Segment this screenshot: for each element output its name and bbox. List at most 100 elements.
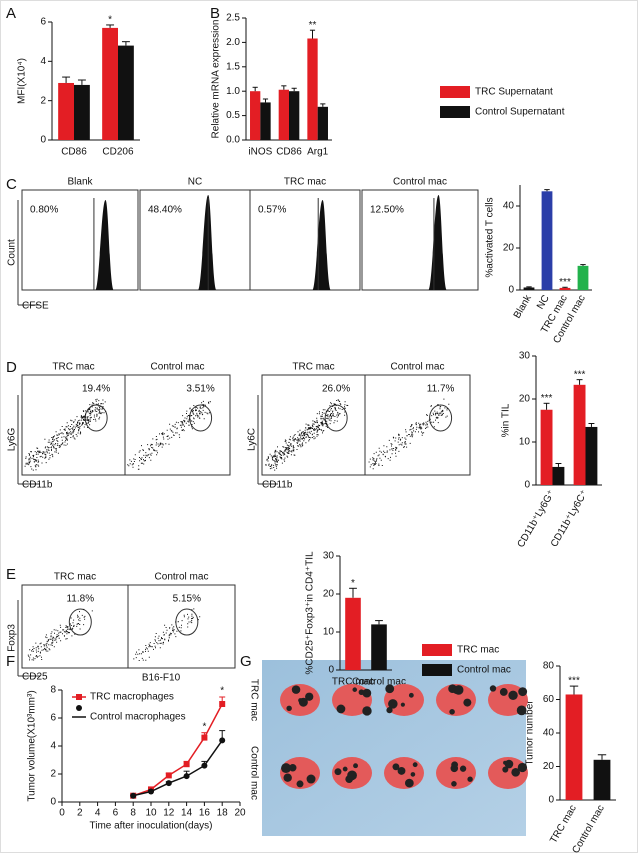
x-tick-label: 6 [113,808,119,819]
tumor-spot [408,692,414,698]
x-tick-label: 14 [181,808,193,819]
bar [58,82,74,140]
panel-letter: F [6,653,15,670]
y-tick-label: 0.5 [226,110,240,121]
x-tick-label: 16 [199,808,211,819]
bar [278,89,289,140]
y-tick-label: 30 [323,551,335,562]
legend-label: Control Supernatant [475,107,565,118]
y-tick-label: 0 [50,797,56,808]
legend-swatch [440,106,470,118]
flow-percent: 0.80% [30,205,58,216]
legend-label: TRC macrophages [90,692,174,703]
tumor-spot [362,688,372,698]
x-tick-label: CD86 [276,147,302,158]
flow-panel [364,374,471,476]
x-tick-label: Control mac [352,677,406,688]
scatter-dots [133,608,201,661]
y-tick-label: 0 [508,285,514,296]
tumor-spot [334,768,342,776]
photo-row-label: Control mac [248,746,259,800]
tumor-spot [400,702,405,707]
x-tick-label: 18 [217,808,229,819]
flow-y-label: Ly6G [7,428,18,452]
marker [148,788,154,795]
tumor-spot [342,766,348,772]
tumor-spot [336,704,346,714]
y-axis-label: MFI(X10⁴) [17,58,28,104]
panel-letter: G [240,653,252,670]
x-tick-label: 20 [234,808,246,819]
flow-title: Control mac [393,177,447,188]
bar [573,384,586,485]
lung [436,757,476,789]
flow-percent: 0.57% [258,205,286,216]
flow-panel [139,189,251,291]
bar [371,624,387,670]
tumor-spot [392,763,400,771]
tumor-spot [362,706,372,716]
y-axis-label: Tumor volume(X10³mm³) [27,690,38,801]
gate [429,404,453,432]
bar [289,91,300,140]
flow-panel [21,189,139,291]
tumor-spot [397,766,406,775]
y-tick-label: 8 [50,685,56,696]
y-tick-label: 10 [519,437,531,448]
tumor-spot [388,699,398,709]
tumor-spot [288,763,297,772]
bar [552,466,565,485]
tumor-spot [296,780,304,788]
x-tick-label: 2 [77,808,83,819]
flow-title: NC [188,177,202,188]
bar [565,694,583,800]
photo-row-label: TRC mac [248,679,259,721]
legend-swatch [440,86,470,98]
y-tick-label: 2.5 [226,13,240,24]
marker [183,773,190,780]
y-tick-label: 20 [519,394,531,405]
scatter-dots [127,400,211,470]
tumor-spot [503,760,508,765]
tumor-spot [291,685,301,694]
legend-label: Control macrophages [90,712,186,723]
tumor-spot [517,762,528,773]
annotation: * [202,721,206,732]
flow-title: TRC mac [284,177,326,188]
y-tick-label: 20 [503,243,515,254]
y-tick-label: 0 [328,665,334,676]
x-tick-label: 4 [95,808,101,819]
legend-label: TRC Supernatant [475,87,553,98]
tumor-spot [453,685,464,695]
bar [593,759,611,800]
y-tick-label: 10 [323,627,335,638]
panel-letter: A [6,5,16,22]
lung [436,684,476,716]
y-tick-label: 40 [543,728,555,739]
marker [219,737,226,744]
y-tick-label: 2 [40,95,46,106]
annotation: *** [574,369,586,380]
y-tick-label: 6 [50,713,56,724]
tumor-spot [405,778,414,788]
y-tick-label: 0 [524,480,530,491]
x-tick-label: 10 [145,808,157,819]
y-tick-label: 80 [543,661,555,672]
tumor-spot [347,770,357,781]
y-tick-label: 2.0 [226,37,240,48]
flow-title: TRC mac [54,572,96,583]
x-tick-label: CD206 [102,147,134,158]
tumor-spot [305,692,314,701]
flow-percent: 5.15% [173,594,201,605]
tumor-spot [281,763,291,774]
tumor-spot [283,773,292,782]
annotation: *** [568,676,580,687]
tumor-spot [385,684,395,694]
x-tick-label: TRC mac [332,677,374,688]
histogram [428,195,447,290]
gate [84,404,108,432]
bar [118,45,134,140]
tumor-spot [463,698,472,707]
flow-panel [124,374,231,476]
flow-y-label: Foxp3 [7,624,18,652]
